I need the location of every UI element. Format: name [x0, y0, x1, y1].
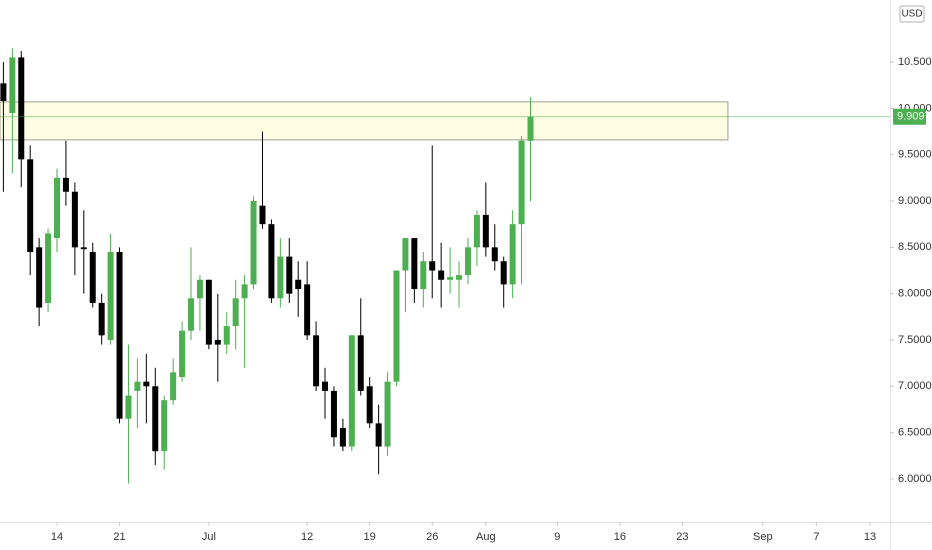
candle-body [241, 284, 248, 299]
candle-body [491, 247, 498, 262]
candle-body [0, 83, 7, 101]
candle-body [53, 177, 60, 239]
candle-body [71, 191, 78, 248]
candle-body [295, 279, 302, 290]
candle-body [393, 270, 400, 382]
candle-body [116, 251, 123, 419]
candle-body [89, 251, 96, 303]
y-tick-label: 6.5000 [898, 427, 932, 439]
candle-body [402, 238, 409, 271]
candle-body [518, 140, 525, 225]
candle-body [429, 261, 436, 271]
x-tick-label: 13 [864, 531, 876, 543]
candle-body [482, 214, 489, 248]
candle-body [170, 372, 177, 401]
x-tick-label: 23 [676, 531, 688, 543]
resistance-zone [0, 101, 729, 141]
x-tick-label: 12 [301, 531, 313, 543]
candle-body [348, 335, 355, 447]
y-tick-label: 7.0000 [898, 380, 932, 392]
x-tick-label: 9 [554, 531, 560, 543]
candle-body [232, 298, 239, 327]
candle-body [420, 261, 427, 290]
candle-body [80, 247, 87, 250]
candle-body [277, 256, 284, 299]
currency-box [899, 5, 925, 23]
candle-body [339, 427, 346, 447]
candle-body [259, 205, 266, 225]
x-tick-label: Sep [753, 531, 773, 543]
x-tick-label: Jul [202, 531, 216, 543]
candle-body [152, 386, 159, 452]
candle-body [330, 390, 337, 438]
x-tick-label: 21 [113, 531, 125, 543]
candle-body [134, 381, 141, 391]
candle-body [223, 326, 230, 345]
y-tick-label: 10.5000 [898, 56, 932, 68]
candle-body [45, 233, 52, 303]
candle-body [313, 335, 320, 387]
y-tick-label: 8.0000 [898, 288, 932, 300]
candle-body [357, 335, 364, 391]
last-price-label: 9.9097 [897, 111, 931, 123]
x-tick-label: Aug [476, 531, 496, 543]
candle-body [464, 247, 471, 276]
y-tick-label: 9.0000 [898, 195, 932, 207]
candle-body [196, 279, 203, 299]
candle-body [62, 177, 69, 192]
candle-body [214, 339, 221, 345]
candle-body [304, 284, 311, 336]
last-price-box [893, 108, 926, 125]
currency-label: USD [901, 9, 922, 20]
x-tick-label: 14 [51, 531, 63, 543]
candle-body [411, 238, 418, 290]
candle-body [268, 224, 275, 299]
x-tick-label: 26 [426, 531, 438, 543]
candle-body [456, 275, 463, 280]
candle-body [98, 302, 105, 336]
y-tick-label: 9.5000 [898, 149, 932, 161]
candle-body [527, 116, 534, 141]
candle-body [9, 57, 16, 114]
candle-body [188, 298, 195, 331]
x-tick-label: 19 [364, 531, 376, 543]
y-tick-label: 8.5000 [898, 241, 932, 253]
x-tick-label: 16 [614, 531, 626, 543]
candle-body [500, 261, 507, 285]
candle-body [438, 270, 445, 280]
x-tick-label: 7 [813, 531, 819, 543]
candle-body [286, 256, 293, 294]
candle-body [205, 279, 212, 345]
candle-body [384, 381, 391, 447]
candle-body [250, 201, 257, 285]
candle-body [375, 423, 382, 447]
candle-body [322, 381, 329, 391]
candle-body [125, 395, 132, 419]
y-tick-label: 7.5000 [898, 334, 932, 346]
candle-body [18, 57, 25, 160]
candle-body [143, 381, 150, 387]
candle-body [473, 214, 480, 248]
candle-body [509, 224, 516, 285]
candle-body [107, 251, 114, 340]
y-tick-label: 6.0000 [898, 473, 932, 485]
candle-body [27, 159, 34, 252]
candle-body [161, 400, 168, 452]
candle-body [179, 330, 186, 378]
candle-body [366, 386, 373, 424]
candle-body [36, 247, 43, 308]
candle-body [447, 276, 454, 280]
